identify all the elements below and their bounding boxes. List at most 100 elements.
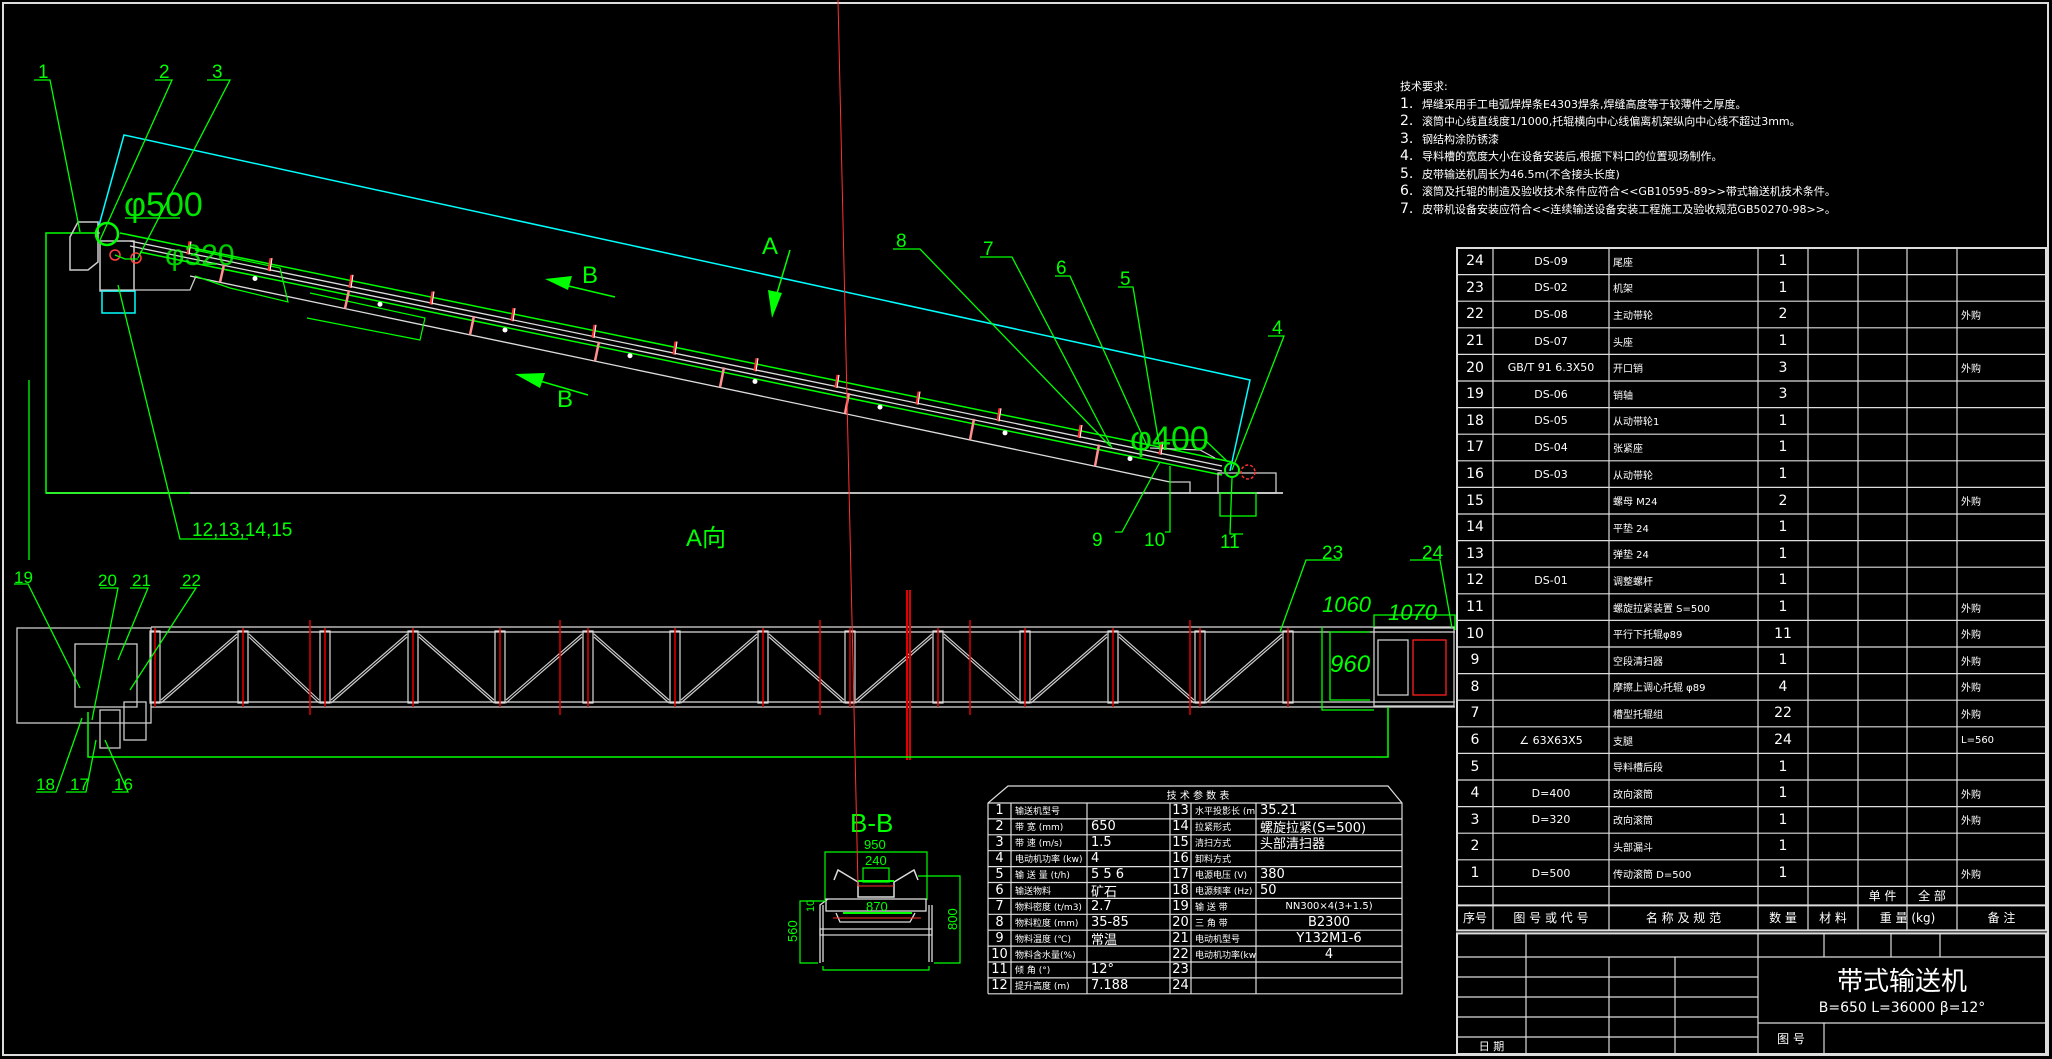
guide-trough-head <box>194 249 289 303</box>
view-a-arrow <box>774 249 791 301</box>
param-value: 头部清扫器 <box>1260 837 1326 851</box>
troughing-idler <box>1158 441 1164 455</box>
callout-5: 5 <box>1120 269 1131 290</box>
dimension-560: 560 <box>785 920 800 942</box>
bom-row-remark <box>1957 328 2046 355</box>
bom-row-code <box>1493 647 1609 674</box>
param-name: 输送物料 <box>1015 886 1052 897</box>
bom-row-name: 螺母 M24 <box>1613 497 1658 509</box>
bom-row-remark: L=560 <box>1961 734 1995 746</box>
view-a-title: A向 <box>686 525 726 552</box>
troughing-idler-axis <box>998 408 1002 422</box>
bom-row-no: 6 <box>1470 732 1480 749</box>
param-no: 8 <box>995 914 1004 930</box>
bom-row-no: 23 <box>1466 279 1484 296</box>
section-b-b: B-B 950 240 870 560 800 10 <box>785 0 961 971</box>
param-name: 卸料方式 <box>1195 855 1232 866</box>
note-item: 2. 滚筒中心线直线度1/1000,托辊横向中心线偏离机架纵向中心线不超过3mm。 <box>1400 113 1836 131</box>
param-name: 物料温度 (℃) <box>1015 934 1071 945</box>
bom-header-weight: 重 量 (kg) <box>1879 911 1936 926</box>
bom-row-qty: 1 <box>1778 838 1788 855</box>
support-leg <box>468 315 476 336</box>
note-item: 4. 导料槽的宽度大小在设备安装后,根据下料口的位置现场制作。 <box>1400 148 1836 166</box>
view-a-arrowhead <box>768 290 782 318</box>
troughing-idler-axis <box>674 341 678 355</box>
support-leg <box>593 341 601 362</box>
diagonal-brace <box>1030 633 1108 701</box>
param-value: 2.7 <box>1091 898 1112 914</box>
bom-row-code: DS-03 <box>1534 467 1568 481</box>
weight-total-header: 全 部 <box>1918 889 1946 904</box>
belt-carry-2 <box>129 245 1223 472</box>
bom-row-remark: 外购 <box>1961 869 1981 881</box>
note-number: 5. <box>1400 165 1414 182</box>
bom-row-qty: 1 <box>1778 412 1788 429</box>
bom-row-name: 螺旋拉紧装置 S=500 <box>1613 603 1710 615</box>
param-name: 倾 角 (°) <box>1015 966 1051 977</box>
diagonal-brace <box>418 636 495 704</box>
take-up-plan <box>1412 639 1447 696</box>
bom-row-name: 头座 <box>1613 337 1633 349</box>
bom-header-no: 序号 <box>1462 911 1487 926</box>
troughing-idler-axis <box>512 308 516 322</box>
bom-table-grid <box>1456 247 2047 1056</box>
frame-base-tail <box>1170 481 1191 493</box>
param-name: 三 角 带 <box>1195 918 1228 929</box>
troughing-idler <box>915 391 921 405</box>
return-idler <box>752 378 758 384</box>
elevation-view: 1 2 3 4 5 6 7 8 9 10 11 12,13,14,15 φ500… <box>34 62 1285 553</box>
section-b-label-lower: B <box>557 386 573 413</box>
param-name: 拉紧形式 <box>1195 823 1232 834</box>
dim-960 <box>1329 631 1370 701</box>
tail-pulley-outline <box>1240 464 1256 480</box>
bom-row-remark <box>1957 514 2046 541</box>
bom-row-code: DS-05 <box>1534 414 1568 428</box>
skirt-board <box>1149 447 1216 459</box>
bom-row-name: 槽型托辊组 <box>1613 709 1663 721</box>
param-value: 50 <box>1260 882 1277 898</box>
troughing-idler-axis <box>431 291 435 305</box>
param-no: 9 <box>995 930 1004 946</box>
bom-row-remark <box>1957 753 2046 780</box>
note-text: 滚筒中心线直线度1/1000,托辊横向中心线偏离机架纵向中心线不超过3mm。 <box>1422 115 1801 128</box>
troughing-idler <box>186 241 192 255</box>
param-no: 1 <box>995 803 1004 819</box>
callout-20: 20 <box>98 571 117 590</box>
callout-24: 24 <box>1422 543 1444 564</box>
plan-leader-lines <box>14 559 1453 793</box>
bom-row-name: 摩擦上调心托辊 φ89 <box>1613 683 1706 695</box>
troughing-idler <box>834 374 840 389</box>
callout-21: 21 <box>132 571 151 590</box>
diagonal-brace <box>593 636 670 704</box>
param-no: 5 <box>995 867 1004 883</box>
callout-19: 19 <box>14 568 33 587</box>
bom-row-remark <box>1957 567 2046 594</box>
param-no: 12 <box>991 978 1008 994</box>
callout-4: 4 <box>1272 318 1283 339</box>
param-value: 矿石 <box>1091 884 1118 899</box>
param-value: Y132M1-6 <box>1296 930 1362 946</box>
bom-row-no: 9 <box>1470 652 1480 669</box>
bom-row-code <box>1493 674 1609 701</box>
param-value <box>1256 978 1402 994</box>
bom-row-name: 张紧座 <box>1613 443 1643 455</box>
troughing-idler-axis <box>1160 441 1164 455</box>
bom-row-remark <box>1957 833 2046 860</box>
param-value: 螺旋拉紧(S=500) <box>1260 821 1367 835</box>
param-value: 380 <box>1260 867 1285 883</box>
note-number: 4. <box>1400 148 1414 164</box>
param-name: 输 送 带 <box>1195 902 1228 913</box>
param-no: 7 <box>995 898 1004 914</box>
param-value <box>1256 962 1402 978</box>
bom-row-no: 1 <box>1470 865 1480 882</box>
bom-row-qty: 24 <box>1774 732 1792 749</box>
bom-row-code: DS-08 <box>1534 307 1568 321</box>
parameter-table-title: 技 术 参 数 表 <box>1166 791 1230 802</box>
diagonal-brace <box>248 636 320 704</box>
take-up-box <box>1219 492 1257 517</box>
param-name: 输 送 量 (t/h) <box>1015 871 1070 882</box>
bom-row-qty: 1 <box>1778 333 1788 350</box>
param-name: 输送机型号 <box>1015 807 1061 818</box>
